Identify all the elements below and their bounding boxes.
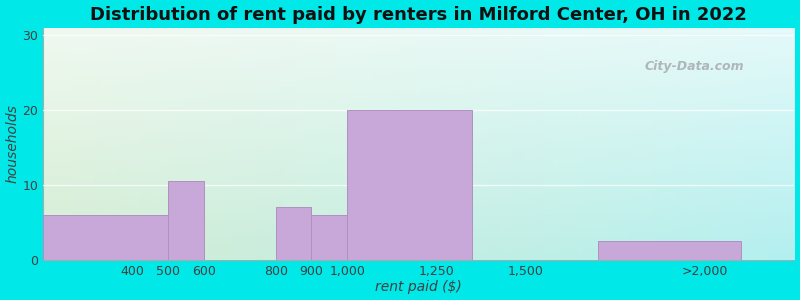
Bar (347, 110, 473, 260)
Bar (311, 215, 347, 260)
Text: City-Data.com: City-Data.com (644, 60, 744, 73)
Bar (168, 181, 204, 260)
X-axis label: rent paid ($): rent paid ($) (375, 280, 462, 294)
Bar (598, 241, 741, 260)
Title: Distribution of rent paid by renters in Milford Center, OH in 2022: Distribution of rent paid by renters in … (90, 6, 747, 24)
Y-axis label: households: households (6, 104, 19, 183)
Bar (276, 207, 311, 260)
Bar (43, 215, 168, 260)
